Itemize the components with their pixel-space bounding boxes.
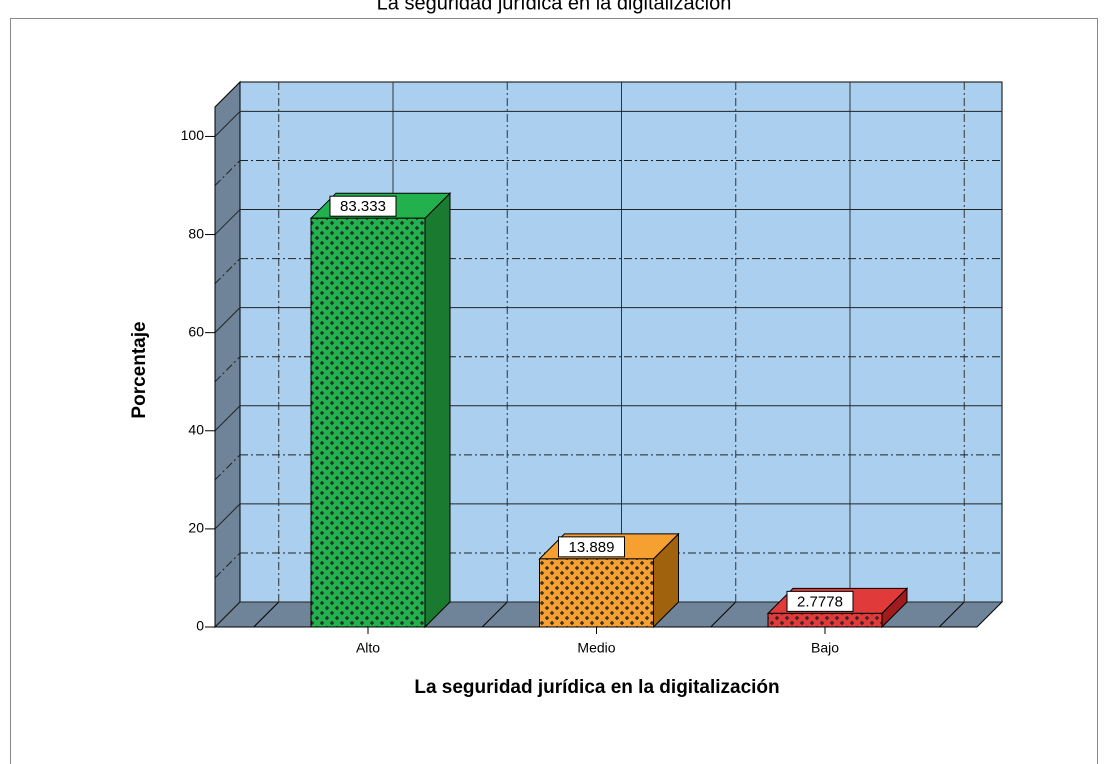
bar-side [424,191,451,629]
floor-line [253,601,280,628]
y-tick-label: 100 [181,127,205,143]
y-tick-label: 80 [188,225,204,241]
minor-grid [214,552,241,579]
minor-grid [214,258,241,284]
value-label: 13.889 [569,539,615,556]
minor-grid [214,356,241,383]
value-label-box [329,195,397,217]
bar [539,558,654,628]
value-label: 83.333 [340,198,386,215]
grid-line [214,503,241,530]
bar [310,217,426,628]
x-tick-label: Bajo [811,640,839,656]
floor-line [710,601,737,628]
floor-line [481,601,508,628]
value-label: 2.7778 [797,593,843,610]
minor-grid [214,454,241,481]
y-tick-label: 60 [188,323,204,339]
y-tick-label: 20 [188,520,204,536]
chart-title: La seguridad jurídica en la digitalizaci… [377,0,732,14]
bar [767,612,883,628]
y-tick-label: 0 [196,618,204,634]
grid-line [214,209,241,235]
x-tick-label: Alto [356,640,380,656]
x-axis-label: La seguridad jurídica en la digitalizaci… [414,677,779,698]
value-label-box [786,590,854,612]
left-wall [214,80,241,629]
x-tick-label: Medio [577,640,615,656]
y-axis-label: Porcentaje [129,321,150,418]
grid-line [214,111,241,137]
grid-line [214,405,241,432]
minor-grid [214,160,241,186]
grid-line [214,601,241,628]
grid-line [214,307,241,334]
value-label-box [558,536,625,558]
y-tick-label: 40 [188,421,204,437]
floor-line [938,601,965,628]
